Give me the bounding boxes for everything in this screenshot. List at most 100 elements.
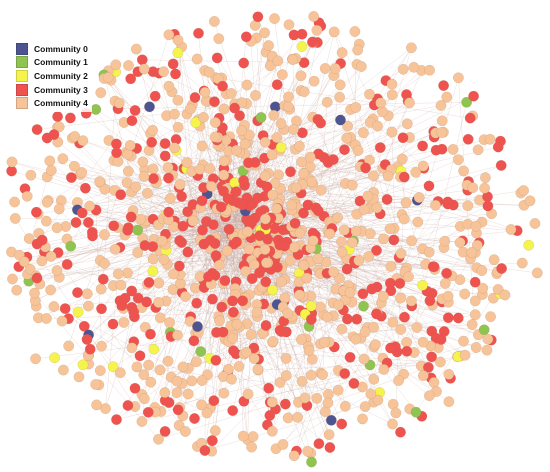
graph-node-community-3 — [146, 136, 158, 148]
graph-node-community-4 — [459, 349, 471, 361]
graph-node-community-4 — [424, 64, 435, 76]
graph-node-community-3 — [216, 301, 228, 313]
legend-swatch-community-3 — [16, 83, 28, 96]
graph-node-community-3 — [496, 263, 507, 274]
graph-node-community-3 — [210, 354, 222, 366]
graph-node-community-4 — [57, 153, 69, 165]
graph-node-community-4 — [350, 225, 362, 237]
graph-node-community-3 — [31, 124, 43, 135]
graph-node-community-3 — [218, 185, 229, 197]
graph-node-community-4 — [25, 169, 37, 181]
legend-item-community-0: Community 0 — [16, 42, 88, 56]
graph-edge — [218, 247, 272, 309]
graph-edge — [369, 364, 422, 367]
graph-node-community-4 — [341, 132, 353, 144]
graph-node-community-4 — [77, 135, 89, 147]
graph-node-community-4 — [259, 27, 270, 39]
graph-node-community-4 — [153, 433, 164, 445]
graph-node-community-4 — [110, 59, 122, 71]
graph-node-community-4 — [159, 387, 171, 398]
graph-node-community-4 — [171, 375, 183, 387]
graph-node-community-4 — [95, 283, 107, 295]
graph-node-community-4 — [284, 255, 296, 266]
graph-node-community-4 — [218, 155, 230, 167]
graph-node-community-3 — [80, 182, 91, 194]
graph-node-community-4 — [488, 254, 500, 266]
graph-node-community-4 — [332, 384, 344, 396]
graph-node-community-2 — [148, 343, 160, 355]
graph-node-community-3 — [134, 350, 146, 362]
graph-node-community-4 — [9, 196, 20, 208]
graph-node-community-3 — [174, 235, 185, 246]
graph-node-community-4 — [11, 284, 23, 296]
graph-node-community-4 — [352, 145, 364, 156]
graph-node-community-4 — [302, 445, 313, 457]
graph-node-community-4 — [41, 313, 52, 324]
graph-node-community-4 — [453, 72, 464, 84]
graph-node-community-3 — [217, 326, 229, 338]
graph-node-community-3 — [398, 171, 410, 183]
graph-node-community-1 — [478, 324, 490, 336]
graph-node-community-4 — [204, 163, 216, 174]
graph-node-community-4 — [408, 61, 420, 73]
graph-node-community-4 — [165, 192, 176, 204]
graph-node-community-4 — [306, 176, 318, 188]
graph-node-community-4 — [23, 233, 35, 244]
graph-node-community-4 — [240, 265, 252, 277]
graph-node-community-4 — [51, 265, 63, 276]
graph-node-community-3 — [240, 31, 252, 43]
graph-node-community-4 — [452, 154, 464, 166]
graph-node-community-4 — [209, 425, 221, 437]
graph-node-community-4 — [91, 399, 102, 411]
graph-node-community-4 — [261, 257, 272, 269]
graph-node-community-4 — [209, 16, 220, 27]
graph-node-community-4 — [308, 11, 320, 22]
graph-node-community-4 — [400, 197, 412, 209]
graph-node-community-3 — [388, 234, 400, 246]
graph-node-community-4 — [370, 339, 381, 350]
graph-node-community-4 — [403, 271, 414, 283]
graph-node-community-4 — [295, 70, 307, 82]
graph-node-community-4 — [58, 364, 69, 376]
graph-node-community-4 — [180, 426, 191, 437]
graph-node-community-1 — [461, 96, 472, 108]
graph-node-community-4 — [126, 342, 138, 354]
graph-node-community-3 — [452, 312, 464, 324]
graph-node-community-4 — [231, 319, 243, 330]
graph-node-community-4 — [73, 371, 85, 383]
graph-node-community-3 — [428, 261, 440, 273]
graph-node-community-4 — [458, 165, 469, 177]
graph-node-community-4 — [121, 177, 133, 189]
graph-edge — [258, 361, 441, 371]
graph-node-community-4 — [203, 66, 215, 78]
graph-node-community-4 — [401, 118, 413, 130]
graph-node-community-4 — [384, 223, 396, 235]
graph-edge — [233, 226, 476, 313]
graph-node-community-3 — [313, 438, 325, 450]
graph-node-community-4 — [363, 251, 375, 262]
legend-label: Community 4 — [34, 98, 88, 109]
graph-node-community-4 — [102, 72, 114, 83]
graph-node-community-3 — [397, 132, 409, 144]
graph-node-community-4 — [158, 254, 170, 265]
graph-node-community-4 — [267, 336, 279, 347]
graph-node-community-3 — [87, 230, 98, 242]
graph-node-community-4 — [410, 166, 422, 178]
graph-node-community-2 — [305, 300, 317, 312]
graph-node-community-3 — [78, 320, 90, 332]
graph-node-community-4 — [282, 412, 294, 424]
graph-node-community-4 — [480, 172, 491, 184]
graph-node-community-3 — [209, 96, 220, 108]
graph-node-community-4 — [45, 284, 56, 296]
graph-node-community-4 — [481, 344, 493, 356]
graph-node-community-3 — [423, 180, 435, 192]
graph-node-community-4 — [45, 165, 57, 176]
graph-node-community-4 — [358, 353, 370, 365]
graph-node-community-4 — [191, 356, 202, 368]
graph-node-community-3 — [163, 206, 175, 218]
graph-node-community-4 — [428, 377, 440, 388]
graph-node-community-3 — [296, 28, 308, 40]
graph-node-community-4 — [83, 300, 94, 312]
graph-node-community-4 — [283, 19, 295, 31]
graph-node-community-2 — [72, 306, 84, 318]
